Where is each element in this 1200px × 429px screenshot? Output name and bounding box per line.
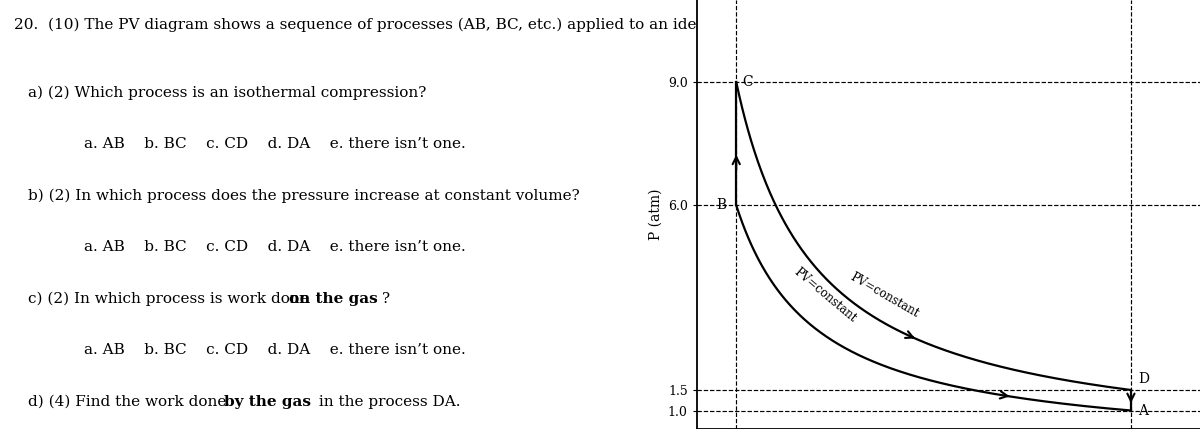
Text: b) (2) In which process does the pressure increase at constant volume?: b) (2) In which process does the pressur…	[28, 189, 580, 203]
Text: in the process DA.: in the process DA.	[313, 395, 460, 409]
Text: PV=constant: PV=constant	[847, 271, 920, 320]
Text: on the gas: on the gas	[289, 292, 378, 306]
Text: PV=constant: PV=constant	[791, 266, 859, 325]
Text: c) (2) In which process is work done: c) (2) In which process is work done	[28, 292, 313, 306]
Y-axis label: P (atm): P (atm)	[648, 189, 662, 240]
Text: a. AB    b. BC    c. CD    d. DA    e. there isn’t one.: a. AB b. BC c. CD d. DA e. there isn’t o…	[84, 240, 466, 254]
Text: by the gas: by the gas	[224, 395, 311, 409]
Text: D: D	[1138, 372, 1148, 386]
Text: ?: ?	[382, 292, 390, 306]
Text: B: B	[716, 198, 726, 212]
Text: A: A	[1138, 404, 1148, 417]
Text: a) (2) Which process is an isothermal compression?: a) (2) Which process is an isothermal co…	[28, 86, 426, 100]
Text: a. AB    b. BC    c. CD    d. DA    e. there isn’t one.: a. AB b. BC c. CD d. DA e. there isn’t o…	[84, 137, 466, 151]
Text: a. AB    b. BC    c. CD    d. DA    e. there isn’t one.: a. AB b. BC c. CD d. DA e. there isn’t o…	[84, 343, 466, 357]
Text: 20.  (10) The PV diagram shows a sequence of processes (AB, BC, etc.) applied to: 20. (10) The PV diagram shows a sequence…	[14, 17, 878, 32]
Text: C: C	[742, 75, 752, 89]
Text: d) (4) Find the work done: d) (4) Find the work done	[28, 395, 232, 409]
